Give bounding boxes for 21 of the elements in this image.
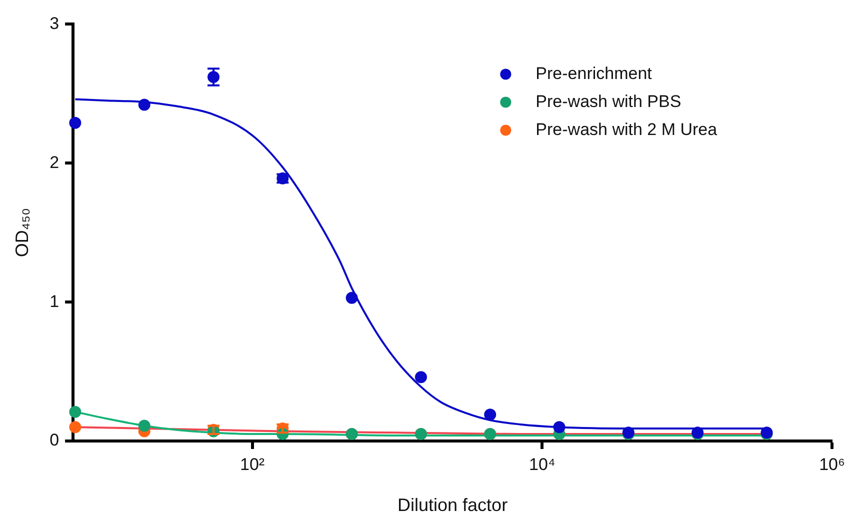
- point: [553, 421, 566, 434]
- y-axis-title: OD₄₅₀: [12, 208, 32, 258]
- y-tick-label: 3: [50, 14, 60, 33]
- point: [138, 98, 150, 111]
- x-axis-title: Dilution factor: [398, 495, 508, 516]
- point: [69, 406, 82, 418]
- legend-label: Pre-enrichment: [536, 64, 652, 83]
- y-tick-label: 1: [50, 292, 60, 311]
- point: [346, 292, 358, 304]
- x-tick-label: 10⁶: [819, 454, 846, 474]
- legend-label: Pre-wash with PBS: [536, 92, 682, 111]
- y-tick-label: 2: [50, 152, 60, 172]
- point: [414, 371, 427, 384]
- point: [69, 116, 82, 129]
- point: [138, 420, 150, 432]
- point: [484, 408, 496, 421]
- x-tick-label: 10²: [240, 454, 265, 474]
- point: [69, 421, 82, 434]
- x-tick-label: 10⁴: [529, 454, 556, 474]
- y-tick-label: 0: [50, 430, 60, 450]
- legend-label: Pre-wash with 2 M Urea: [536, 120, 718, 139]
